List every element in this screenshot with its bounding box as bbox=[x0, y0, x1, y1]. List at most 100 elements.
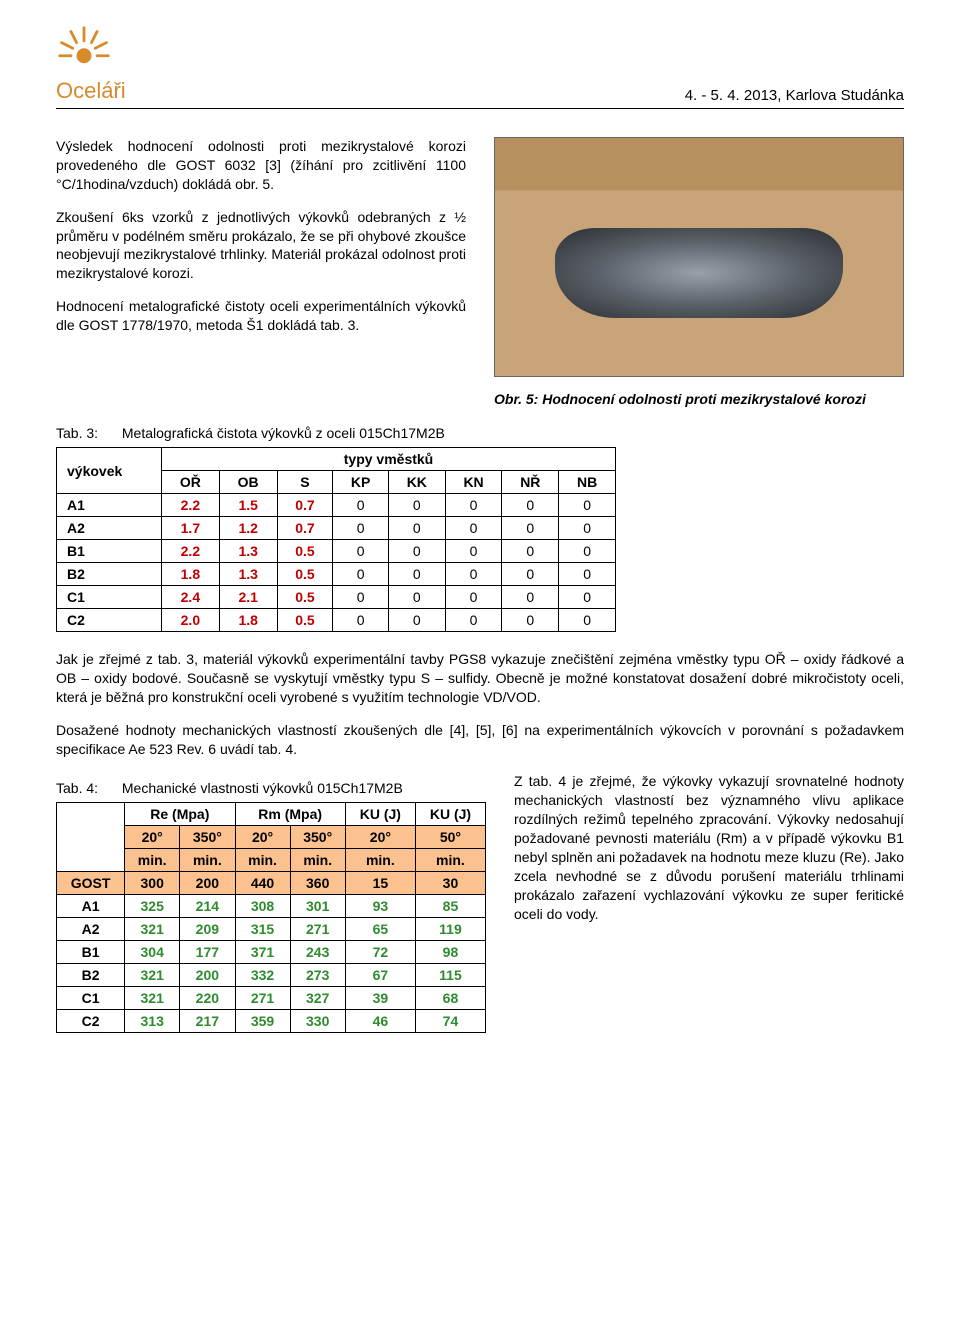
table-3-label: Tab. 3: Metalografická čistota výkovků z… bbox=[56, 425, 904, 441]
paragraph-4: Jak je zřejmé z tab. 3, materiál výkovků… bbox=[56, 650, 904, 707]
table-3-col-header: NŘ bbox=[502, 471, 559, 494]
table-4-gost-label: GOST bbox=[57, 872, 125, 895]
table-4-cell: 115 bbox=[415, 964, 485, 987]
table-3-cell: 0 bbox=[559, 586, 616, 609]
table-3-cell: 1.2 bbox=[219, 517, 277, 540]
table-4-cell: 325 bbox=[125, 895, 180, 918]
table-3-cell: 1.3 bbox=[219, 563, 277, 586]
table-3-cell: 2.0 bbox=[161, 609, 219, 632]
page-header: Oceláři 4. - 5. 4. 2013, Karlova Studánk… bbox=[56, 24, 904, 108]
table-3-cell: 0 bbox=[333, 494, 389, 517]
table-3-cell: 1.7 bbox=[161, 517, 219, 540]
table-4-gost-cell: 15 bbox=[345, 872, 415, 895]
brand-name: Oceláři bbox=[56, 78, 126, 104]
table-3-cell: 0 bbox=[445, 563, 502, 586]
table-3-corner: výkovek bbox=[57, 448, 162, 494]
table-4-temp-header: 20° bbox=[345, 826, 415, 849]
table-4-min-label: min. bbox=[290, 849, 345, 872]
table-4-min-label: min. bbox=[415, 849, 485, 872]
table-4-cell: 220 bbox=[180, 987, 235, 1010]
table-4-cell: 119 bbox=[415, 918, 485, 941]
table-3-cell: 1.8 bbox=[219, 609, 277, 632]
table-4-temp-header: 20° bbox=[125, 826, 180, 849]
table-4-cell: 65 bbox=[345, 918, 415, 941]
table-4-temp-header: 350° bbox=[180, 826, 235, 849]
table-3-cell: 0 bbox=[333, 517, 389, 540]
table-4-cell: 243 bbox=[290, 941, 345, 964]
table-4-cell: 332 bbox=[235, 964, 290, 987]
table-4-label-prefix: Tab. 4: bbox=[56, 780, 118, 796]
table-4-cell: 39 bbox=[345, 987, 415, 1010]
table-3-cell: 0 bbox=[502, 517, 559, 540]
table-3-row-header: B1 bbox=[57, 540, 162, 563]
table-3-col-header: OB bbox=[219, 471, 277, 494]
table-4-temp-header: 20° bbox=[235, 826, 290, 849]
table-4-group-header: KU (J) bbox=[345, 803, 415, 826]
table-3-cell: 0.7 bbox=[277, 517, 333, 540]
figure-5-caption: Obr. 5: Hodnocení odolnosti proti mezikr… bbox=[494, 391, 904, 407]
table-4-cell: 327 bbox=[290, 987, 345, 1010]
table-3-cell: 0.5 bbox=[277, 540, 333, 563]
table-3-cell: 0 bbox=[502, 563, 559, 586]
table-3-cell: 1.8 bbox=[161, 563, 219, 586]
table-3-row-header: A1 bbox=[57, 494, 162, 517]
table-3-cell: 0 bbox=[445, 540, 502, 563]
table-4-min-label: min. bbox=[345, 849, 415, 872]
table-3-col-header: KK bbox=[388, 471, 445, 494]
table-3-cell: 2.1 bbox=[219, 586, 277, 609]
table-4-row-header: A1 bbox=[57, 895, 125, 918]
table-3-cell: 0.7 bbox=[277, 494, 333, 517]
table-3-cell: 0 bbox=[502, 540, 559, 563]
table-4-row-header: B1 bbox=[57, 941, 125, 964]
table-4-cell: 67 bbox=[345, 964, 415, 987]
table-4-gost-cell: 200 bbox=[180, 872, 235, 895]
table-4-cell: 209 bbox=[180, 918, 235, 941]
table-3-cell: 1.5 bbox=[219, 494, 277, 517]
paragraph-1: Výsledek hodnocení odolnosti proti mezik… bbox=[56, 137, 466, 194]
table-4-cell: 273 bbox=[290, 964, 345, 987]
table-4-cell: 217 bbox=[180, 1010, 235, 1033]
table-3-cell: 0 bbox=[388, 563, 445, 586]
table-4-gost-cell: 440 bbox=[235, 872, 290, 895]
table-4-cell: 321 bbox=[125, 918, 180, 941]
table-4-cell: 85 bbox=[415, 895, 485, 918]
table-4-temp-header: 50° bbox=[415, 826, 485, 849]
table-3-cell: 2.4 bbox=[161, 586, 219, 609]
table-4-label-text: Mechanické vlastnosti výkovků 015Ch17M2B bbox=[122, 780, 403, 796]
table-4-min-label: min. bbox=[235, 849, 290, 872]
table-3-cell: 0 bbox=[559, 609, 616, 632]
table-3-cell: 0 bbox=[445, 494, 502, 517]
table-4-cell: 301 bbox=[290, 895, 345, 918]
logo-block: Oceláři bbox=[56, 24, 126, 104]
table-3-cell: 0 bbox=[445, 586, 502, 609]
table-3-cell: 1.3 bbox=[219, 540, 277, 563]
table-4-cell: 315 bbox=[235, 918, 290, 941]
table-3-col-header: KP bbox=[333, 471, 389, 494]
table-4-cell: 313 bbox=[125, 1010, 180, 1033]
table-3-cell: 0.5 bbox=[277, 563, 333, 586]
table-3-cell: 0 bbox=[502, 609, 559, 632]
sun-icon bbox=[56, 24, 112, 80]
table-4-group-header: Rm (Mpa) bbox=[235, 803, 345, 826]
table-3: výkovektypy vměstkůOŘOBSKPKKKNNŘNBA12.21… bbox=[56, 447, 616, 632]
table-3-row-header: A2 bbox=[57, 517, 162, 540]
table-4-group-header: KU (J) bbox=[415, 803, 485, 826]
paragraph-5: Dosažené hodnoty mechanických vlastností… bbox=[56, 721, 904, 759]
table-3-cell: 0.5 bbox=[277, 586, 333, 609]
figure-5-photo bbox=[494, 137, 904, 377]
paragraph-2: Zkoušení 6ks vzorků z jednotlivých výkov… bbox=[56, 208, 466, 284]
table-4-row-header: C1 bbox=[57, 987, 125, 1010]
table-3-cell: 2.2 bbox=[161, 494, 219, 517]
table-3-row-header: C1 bbox=[57, 586, 162, 609]
table-4-cell: 271 bbox=[290, 918, 345, 941]
table-3-label-text: Metalografická čistota výkovků z oceli 0… bbox=[122, 425, 445, 441]
header-rule bbox=[56, 108, 904, 109]
table-3-cell: 0 bbox=[445, 517, 502, 540]
table-4-cell: 74 bbox=[415, 1010, 485, 1033]
table-4-cell: 304 bbox=[125, 941, 180, 964]
table-3-cell: 0 bbox=[333, 586, 389, 609]
table-4-row-header: C2 bbox=[57, 1010, 125, 1033]
table-4-gost-cell: 300 bbox=[125, 872, 180, 895]
table-4-group-header: Re (Mpa) bbox=[125, 803, 235, 826]
table-3-col-header: NB bbox=[559, 471, 616, 494]
